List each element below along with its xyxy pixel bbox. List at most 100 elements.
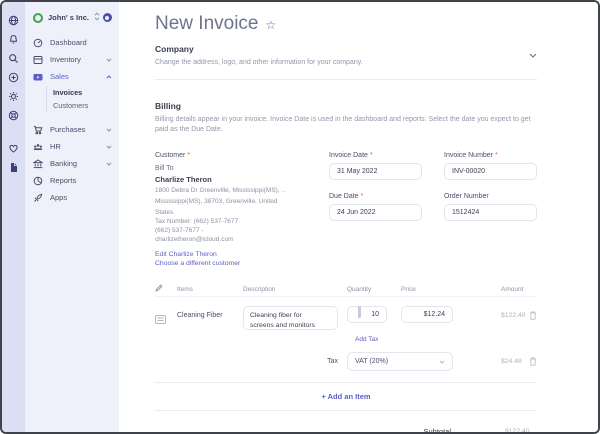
col-quantity: Quantity: [347, 285, 372, 293]
invoice-date-field: Invoice Date *: [329, 152, 422, 180]
billing-details-row: Customer * Bill To Charlize Theron 1800 D…: [155, 152, 537, 268]
chevron-up-icon: [105, 74, 112, 79]
chevron-down-icon: [105, 145, 112, 149]
table-divider: [155, 410, 537, 412]
items-table-header: Items Description Quantity Price Amount: [155, 282, 537, 298]
invoice-fields: Invoice Date* Invoice Number* Due Date* …: [325, 152, 537, 268]
customer-phone: (662) 537-7677 -: [155, 226, 204, 234]
item-name: Cleaning Fiber: [177, 312, 223, 320]
item-price-input[interactable]: [401, 306, 453, 324]
main-content: New Invoice ☆ Company Change the address…: [119, 2, 598, 432]
customer-address-line2: Mississippi(MS), 38703, Greenville, Unit…: [155, 197, 278, 205]
dashboard-icon: [33, 38, 43, 48]
billing-section: Billing Billing details appear in your i…: [155, 101, 537, 136]
document-icon[interactable]: [8, 162, 19, 173]
chevron-down-icon: [105, 58, 112, 62]
due-date-input[interactable]: [329, 203, 422, 221]
table-divider: [155, 382, 537, 384]
subtotal-value: $122.40: [505, 428, 530, 432]
required-asterisk: *: [187, 151, 191, 159]
col-amount: Amount: [501, 285, 524, 293]
totals-section: Subtotal $122.40 Add Discount $0.00 VAT …: [155, 427, 537, 432]
org-logo-icon: [33, 12, 43, 23]
gear-icon[interactable]: [8, 91, 19, 102]
delete-item-trash-icon[interactable]: [523, 306, 537, 320]
lifebuoy-icon[interactable]: [8, 110, 19, 121]
customer-tax-number: Tax Number: (662) 537-7677: [155, 217, 239, 225]
add-item-button[interactable]: + Add an Item: [321, 392, 371, 402]
choose-customer-link[interactable]: Choose a different customer: [155, 260, 241, 268]
item-description-textarea[interactable]: Cleaning fiber for screens and monitors: [243, 306, 338, 331]
description-scrollbar[interactable]: [358, 306, 361, 319]
delete-tax-trash-icon[interactable]: [523, 357, 537, 366]
sidebar-item-apps[interactable]: Apps: [25, 189, 119, 206]
company-section-subtitle: Change the address, logo, and other info…: [155, 58, 363, 66]
sales-icon: [33, 72, 43, 82]
company-section: Company Change the address, logo, and ot…: [155, 44, 537, 80]
sidebar: John' s Inc. Dashboard: [25, 2, 119, 432]
sidebar-nav: Dashboard Inventory Sales: [25, 29, 119, 206]
bill-to-label: Bill To: [155, 164, 174, 172]
subtotal-row: Subtotal $122.40: [155, 427, 537, 432]
globe-icon[interactable]: [8, 15, 19, 26]
sidebar-item-banking[interactable]: Banking: [25, 155, 119, 172]
item-quantity-input[interactable]: [347, 306, 387, 324]
billing-section-title: Billing: [155, 101, 181, 111]
sidebar-item-sales[interactable]: Sales: [25, 68, 119, 85]
item-amount: $122.40: [501, 312, 526, 320]
banking-icon: [33, 158, 43, 169]
tax-amount: $24.48: [501, 358, 522, 366]
add-tax-link[interactable]: Add Tax: [355, 336, 379, 344]
company-section-title: Company: [155, 44, 194, 54]
required-asterisk: *: [369, 151, 373, 159]
org-name: John' s Inc.: [48, 13, 89, 22]
due-date-field: Due Date *: [329, 193, 422, 221]
company-collapse-chevron-icon[interactable]: [529, 45, 537, 63]
plus-circle-icon[interactable]: [8, 72, 19, 83]
required-asterisk: *: [360, 192, 364, 200]
heart-icon[interactable]: [8, 143, 19, 154]
col-price: Price: [401, 285, 416, 293]
customer-block: Customer * Bill To Charlize Theron 1800 D…: [155, 152, 325, 268]
customer-address-line1: 1800 Debra Dr Greenville, Mississippi(MS…: [155, 186, 286, 194]
customer-address-line3: States: [155, 208, 174, 216]
sidebar-item-customers[interactable]: Customers: [53, 101, 89, 110]
subtotal-label: Subtotal: [423, 427, 451, 432]
favorite-star-icon[interactable]: ☆: [265, 18, 277, 32]
org-badge[interactable]: [103, 13, 112, 22]
sidebar-item-invoices[interactable]: Invoices: [53, 88, 83, 97]
icon-rail: [2, 2, 25, 432]
sidebar-item-purchases[interactable]: Purchases: [25, 121, 119, 138]
org-switcher[interactable]: John' s Inc.: [25, 2, 119, 29]
order-number-field: Order Number: [444, 193, 537, 221]
hr-icon: [33, 142, 43, 152]
col-description: Description: [243, 285, 276, 293]
sales-sub-list: Invoices Customers: [46, 86, 119, 112]
invoice-date-input[interactable]: [329, 162, 422, 180]
sidebar-item-dashboard[interactable]: Dashboard: [25, 34, 119, 51]
tax-select[interactable]: VAT (20%): [347, 352, 453, 372]
chevron-down-icon: [105, 128, 112, 132]
item-row: Cleaning Fiber Cleaning fiber for screen…: [155, 297, 537, 332]
org-switch-icon[interactable]: [94, 12, 100, 23]
edit-customer-link[interactable]: Edit Charlize Theron: [155, 251, 217, 259]
purchases-icon: [33, 125, 43, 135]
section-divider: [155, 79, 537, 80]
required-asterisk: *: [495, 151, 498, 159]
sidebar-item-hr[interactable]: HR: [25, 138, 119, 155]
sidebar-item-inventory[interactable]: Inventory: [25, 51, 119, 68]
search-icon[interactable]: [8, 53, 19, 64]
bell-icon[interactable]: [8, 34, 19, 45]
reports-icon: [33, 176, 43, 186]
customer-email: charlizetheron@icloud.com: [155, 235, 234, 243]
customer-name: Charlize Theron: [155, 174, 212, 184]
chevron-down-icon: [439, 360, 445, 364]
invoice-number-input[interactable]: [444, 162, 537, 180]
sidebar-item-reports[interactable]: Reports: [25, 172, 119, 189]
tax-row: Tax VAT (20%) $24.48: [155, 352, 537, 372]
edit-columns-pencil-icon[interactable]: [155, 284, 177, 294]
order-number-input[interactable]: [444, 203, 537, 221]
drag-handle-icon[interactable]: [155, 306, 177, 329]
invoice-number-field: Invoice Number *: [444, 152, 537, 180]
